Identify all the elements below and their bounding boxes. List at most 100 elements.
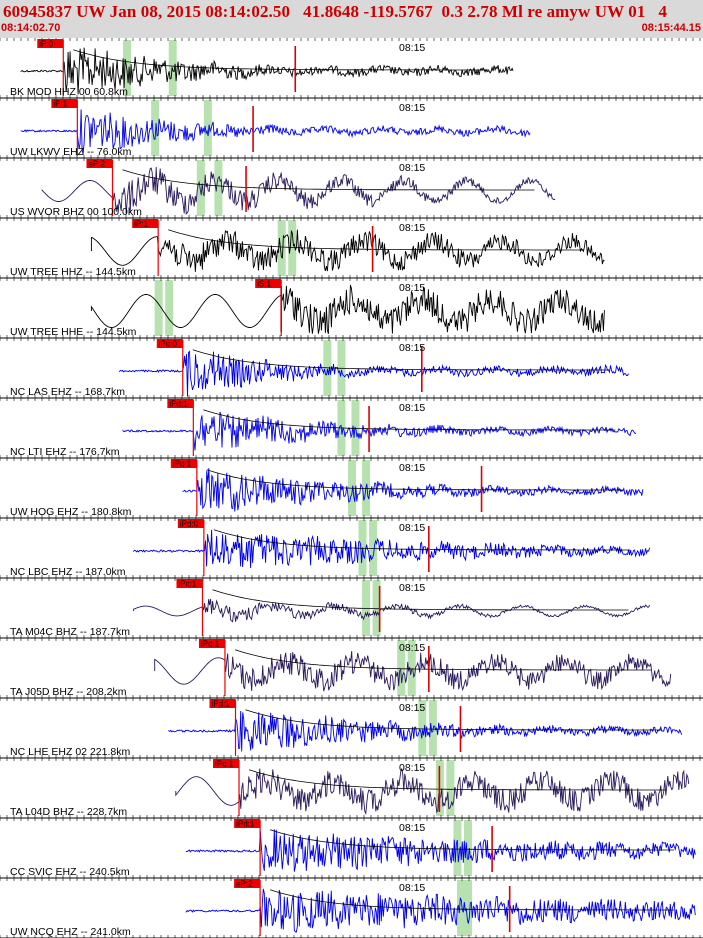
station-label: UW LKWV EHZ -- 76.0km xyxy=(10,146,132,158)
trace-row[interactable]: eP:2 08:15 UW NCQ EHZ -- 241.0km xyxy=(0,878,703,938)
phase-pick-box[interactable] xyxy=(234,819,261,828)
time-ticks xyxy=(0,38,701,98)
trace-row[interactable]: iP:0 08:15 BK MOD HHZ 00 60.8km xyxy=(0,38,703,99)
coda-curve xyxy=(269,829,675,851)
time-window-marker xyxy=(407,640,416,696)
time-ticks xyxy=(0,818,701,878)
phase-pick-box[interactable] xyxy=(86,159,113,168)
phase-pick-box[interactable] xyxy=(170,459,197,468)
time-window-marker xyxy=(397,640,406,696)
time-ticks xyxy=(0,578,701,638)
coda-curve xyxy=(168,229,585,251)
seismogram-panel[interactable]: iP:0 08:15 BK MOD HHZ 00 60.8km iP:1 08:15 UW… xyxy=(0,38,703,938)
time-ticks xyxy=(0,878,701,938)
minute-mark-label: 08:15 xyxy=(399,102,425,114)
minute-mark-label: 08:15 xyxy=(399,762,425,774)
phase-pick-box[interactable] xyxy=(156,339,183,348)
trace-row[interactable]: iPd:1 08:15 UW HOG EHZ -- 180.8km xyxy=(0,458,703,519)
trace-row[interactable]: iPd:1 08:15 NC LHE EHZ 02 221.8km xyxy=(0,698,703,759)
time-window-marker xyxy=(362,580,371,636)
minute-mark-label: 08:15 xyxy=(399,342,425,354)
trace-row[interactable]: iPd:1 08:15 TA J05D BHZ -- 208.2km xyxy=(0,638,703,699)
time-ticks xyxy=(0,638,701,698)
trace-row[interactable]: iPd:1 08:15 CC SVIC EHZ -- 240.5km xyxy=(0,818,703,879)
trace-row[interactable]: iPd:1 08:15 TA L04D BHZ -- 228.7km xyxy=(0,758,703,819)
time-window-marker xyxy=(372,580,381,636)
minute-mark-label: 08:15 xyxy=(399,282,425,294)
coda-curve xyxy=(234,649,651,671)
trace-row[interactable]: iS:1 08:15 UW TREE HHE -- 144.5km xyxy=(0,278,703,339)
minute-mark-label: 08:15 xyxy=(399,462,425,474)
waveform[interactable] xyxy=(133,598,651,623)
phase-pick-box[interactable] xyxy=(213,759,240,768)
time-window-marker xyxy=(196,160,205,216)
station-label: TA J05D BHZ -- 208.2km xyxy=(10,686,127,698)
phase-pick-box[interactable] xyxy=(209,699,236,708)
phase-pick-box[interactable] xyxy=(198,639,225,648)
phase-pick-box[interactable] xyxy=(51,99,78,108)
window-end-time: 08:15:44.15 xyxy=(641,22,701,34)
waveform[interactable] xyxy=(90,229,605,272)
trace-row[interactable]: iP:1 08:15 UW TREE HHZ -- 144.5km xyxy=(0,218,703,279)
time-window-marker xyxy=(154,280,163,336)
waveform[interactable] xyxy=(90,284,605,335)
time-window-marker xyxy=(463,820,472,876)
time-window-marker xyxy=(446,760,455,816)
time-ticks xyxy=(0,698,701,758)
time-window-marker xyxy=(418,700,427,756)
station-label: UW HOG EHZ -- 180.8km xyxy=(10,506,132,518)
trace-row[interactable]: eP:2 08:15 US WVOR BHZ 00 100.0km xyxy=(0,158,703,219)
phase-pick-label: iP:1 xyxy=(134,220,148,229)
trace-row[interactable]: iP:1 08:15 UW LKWV EHZ -- 76.0km xyxy=(0,98,703,159)
time-window-marker xyxy=(456,880,465,936)
time-window-marker xyxy=(428,700,437,756)
trace-row[interactable]: iPc:1 08:15 TA M04C BHZ -- 187.7km xyxy=(0,578,703,639)
phase-pick-box[interactable] xyxy=(176,579,203,588)
trace-row[interactable]: iPd:0 08:15 NC LAS EHZ -- 168.7km xyxy=(0,338,703,399)
minute-mark-label: 08:15 xyxy=(399,222,425,234)
phase-pick-box[interactable] xyxy=(177,519,204,528)
waveform[interactable] xyxy=(41,166,556,215)
station-label: UW TREE HHE -- 144.5km xyxy=(10,326,137,338)
phase-pick-label: iPd:1 xyxy=(215,760,234,769)
phase-pick-label: iPc:1 xyxy=(178,580,196,589)
station-label: TA L04D BHZ -- 228.7km xyxy=(10,806,127,818)
time-window-marker xyxy=(165,280,174,336)
minute-mark-label: 08:15 xyxy=(399,642,425,654)
phase-pick-box[interactable] xyxy=(234,879,261,888)
coda-curve xyxy=(203,409,616,431)
phase-pick-label: iPd:1 xyxy=(212,700,231,709)
minute-mark-label: 08:15 xyxy=(399,582,425,594)
station-label: US WVOR BHZ 00 100.0km xyxy=(10,206,142,218)
waveform[interactable] xyxy=(119,350,629,397)
waveform[interactable] xyxy=(20,109,531,155)
window-start-time: 08:14:02.70 xyxy=(1,22,61,34)
phase-pick-label: iPd:1 xyxy=(201,640,220,649)
time-window-marker xyxy=(463,880,472,936)
phase-pick-label: iPd:1 xyxy=(236,820,255,829)
time-ticks xyxy=(0,338,701,398)
phase-pick-box[interactable] xyxy=(255,279,282,288)
station-label: NC LHE EHZ 02 221.8km xyxy=(10,746,130,758)
waveform[interactable] xyxy=(182,468,644,512)
trace-row[interactable]: iPd:1 08:15 NC LTI EHZ -- 176.7km xyxy=(0,398,703,459)
station-label: CC SVIC EHZ -- 240.5km xyxy=(10,866,130,878)
station-label: UW NCQ EHZ -- 241.0km xyxy=(10,926,131,938)
phase-pick-box[interactable] xyxy=(37,39,64,48)
phase-pick-label: iP:0 xyxy=(39,40,53,49)
event-title: 60945837 UW Jan 08, 2015 08:14:02.50 41.… xyxy=(3,2,668,21)
waveform[interactable] xyxy=(175,768,690,816)
time-window-marker xyxy=(203,100,212,156)
waveform[interactable] xyxy=(122,411,637,451)
phase-pick-box[interactable] xyxy=(132,219,159,228)
phase-pick-label: iPd:0 xyxy=(159,340,178,349)
waveform[interactable] xyxy=(185,888,696,933)
waveform[interactable] xyxy=(185,829,696,872)
time-window-marker xyxy=(369,520,378,576)
phase-pick-box[interactable] xyxy=(167,399,194,408)
station-label: UW TREE HHZ -- 144.5km xyxy=(10,266,136,278)
time-window-marker xyxy=(151,100,160,156)
coda-curve xyxy=(206,469,623,491)
station-label: NC LBC EHZ -- 187.0km xyxy=(10,566,126,578)
trace-row[interactable]: iPd:0 08:15 NC LBC EHZ -- 187.0km xyxy=(0,518,703,579)
